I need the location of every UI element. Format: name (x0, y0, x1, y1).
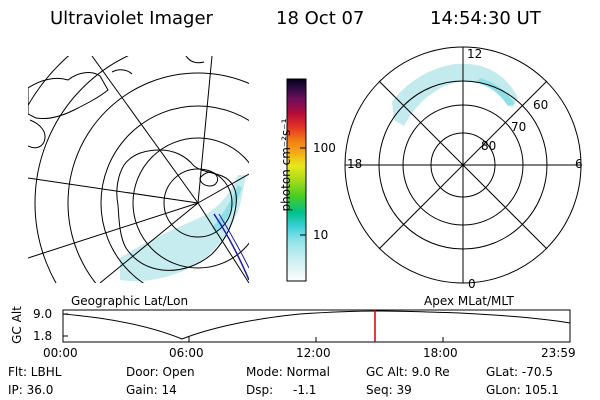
polar-aurora (392, 63, 518, 126)
info-flt: Flt: LBHL (8, 365, 62, 379)
info-mode: Mode: Normal (246, 365, 330, 379)
altitude-ytick-1-8: 1.8 (33, 329, 53, 343)
mlt-label-12: 12 (467, 47, 483, 61)
geo-map-caption: Geographic Lat/Lon (71, 294, 189, 308)
altitude-xtick-0600: 06:00 (169, 346, 204, 360)
mlt-label-0: 0 (468, 277, 476, 291)
colorbar-tick-10: 10 (313, 228, 329, 242)
altitude-xtick-1200: 12:00 (296, 346, 331, 360)
altitude-ylabel: GC Alt (10, 306, 24, 344)
polar-map (344, 46, 582, 284)
geo-aurora (120, 175, 246, 282)
mlt-label-6: 6 (575, 157, 583, 171)
colorbar (286, 78, 307, 282)
geo-satellite-track (213, 213, 249, 281)
info-glon: GLon: 105.1 (486, 383, 559, 397)
altitude-curve (62, 310, 571, 340)
time-label: 14:54:30 UT (430, 8, 541, 29)
info-door: Door: Open (126, 365, 195, 379)
altitude-xtick-1800: 18:00 (423, 346, 458, 360)
colorbar-tick-100: 100 (313, 141, 336, 155)
mlat-label-60: 60 (533, 98, 549, 112)
colorbar-unit-label: photon cm⁻²s⁻¹ (279, 118, 293, 212)
altitude-xtick-0000: 00:00 (43, 346, 78, 360)
mlt-label-18: 18 (347, 157, 363, 171)
info-gain: Gain: 14 (126, 383, 177, 397)
info-ip: IP: 36.0 (8, 383, 54, 397)
info-glat: GLat: -70.5 (486, 365, 553, 379)
date-label: 18 Oct 07 (276, 8, 365, 29)
info-gc-alt: GC Alt: 9.0 Re (366, 365, 450, 379)
mlat-label-80: 80 (481, 139, 497, 153)
altitude-ytick-9: 9.0 (33, 307, 53, 321)
mlat-label-70: 70 (511, 120, 527, 134)
polar-map-caption: Apex MLat/MLT (424, 294, 514, 308)
altitude-xtick-2359: 23:59 (541, 346, 576, 360)
info-dsp-label: Dsp: (246, 383, 274, 397)
geo-map (28, 56, 249, 283)
info-dsp-value: -1.1 (293, 383, 317, 397)
info-seq: Seq: 39 (366, 383, 412, 397)
app-title: Ultraviolet Imager (50, 8, 213, 29)
